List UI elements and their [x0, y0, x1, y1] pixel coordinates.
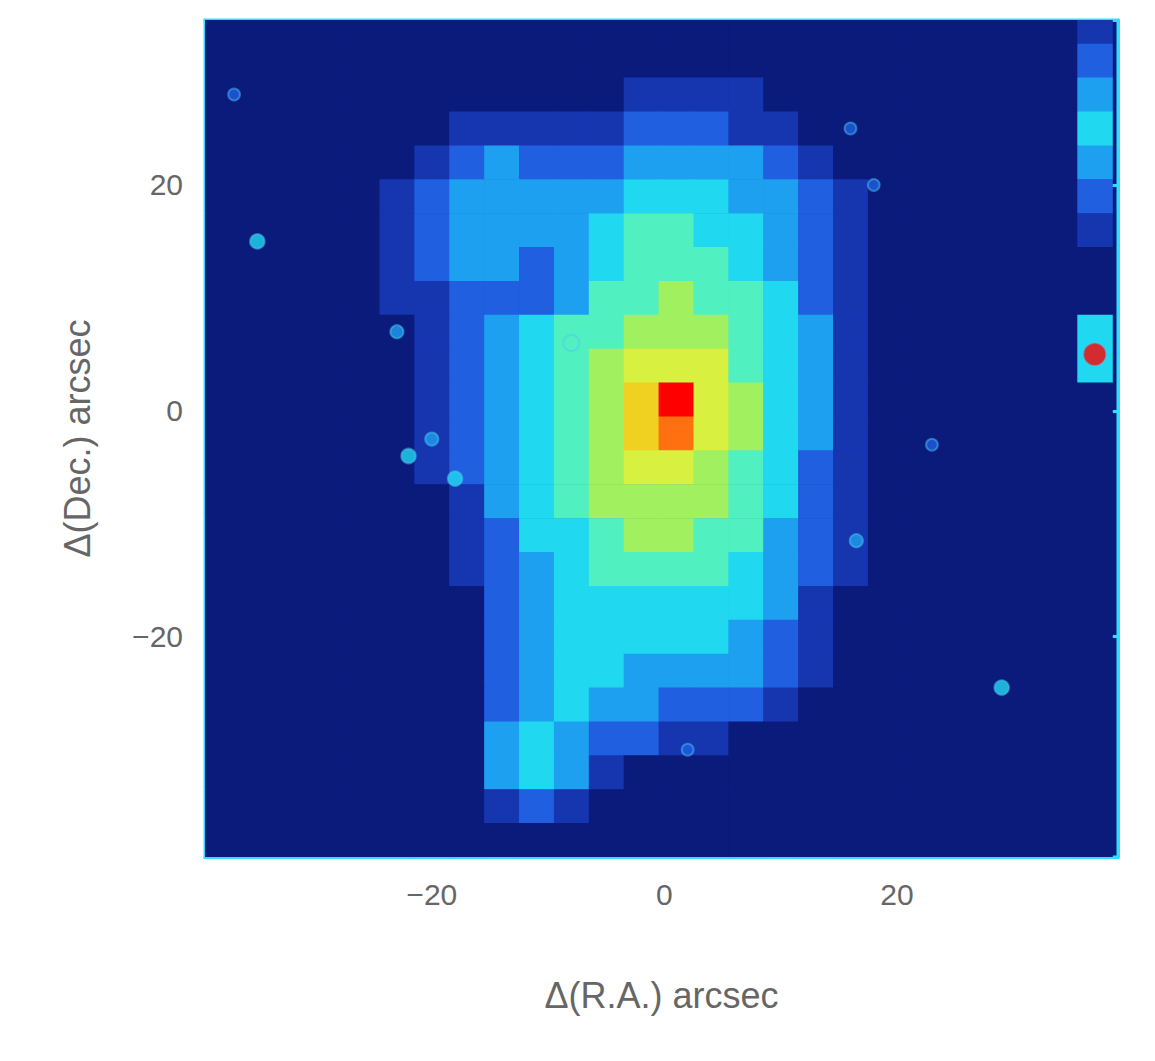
svg-text:20: 20 — [880, 878, 913, 911]
svg-text:20: 20 — [150, 168, 183, 201]
svg-text:Δ(R.A.) arcsec: Δ(R.A.) arcsec — [544, 975, 778, 1016]
svg-text:0: 0 — [656, 878, 673, 911]
svg-text:0: 0 — [166, 394, 183, 427]
svg-text:−20: −20 — [132, 620, 183, 653]
svg-text:Δ(Dec.) arcsec: Δ(Dec.) arcsec — [57, 319, 98, 557]
svg-text:−20: −20 — [406, 878, 457, 911]
